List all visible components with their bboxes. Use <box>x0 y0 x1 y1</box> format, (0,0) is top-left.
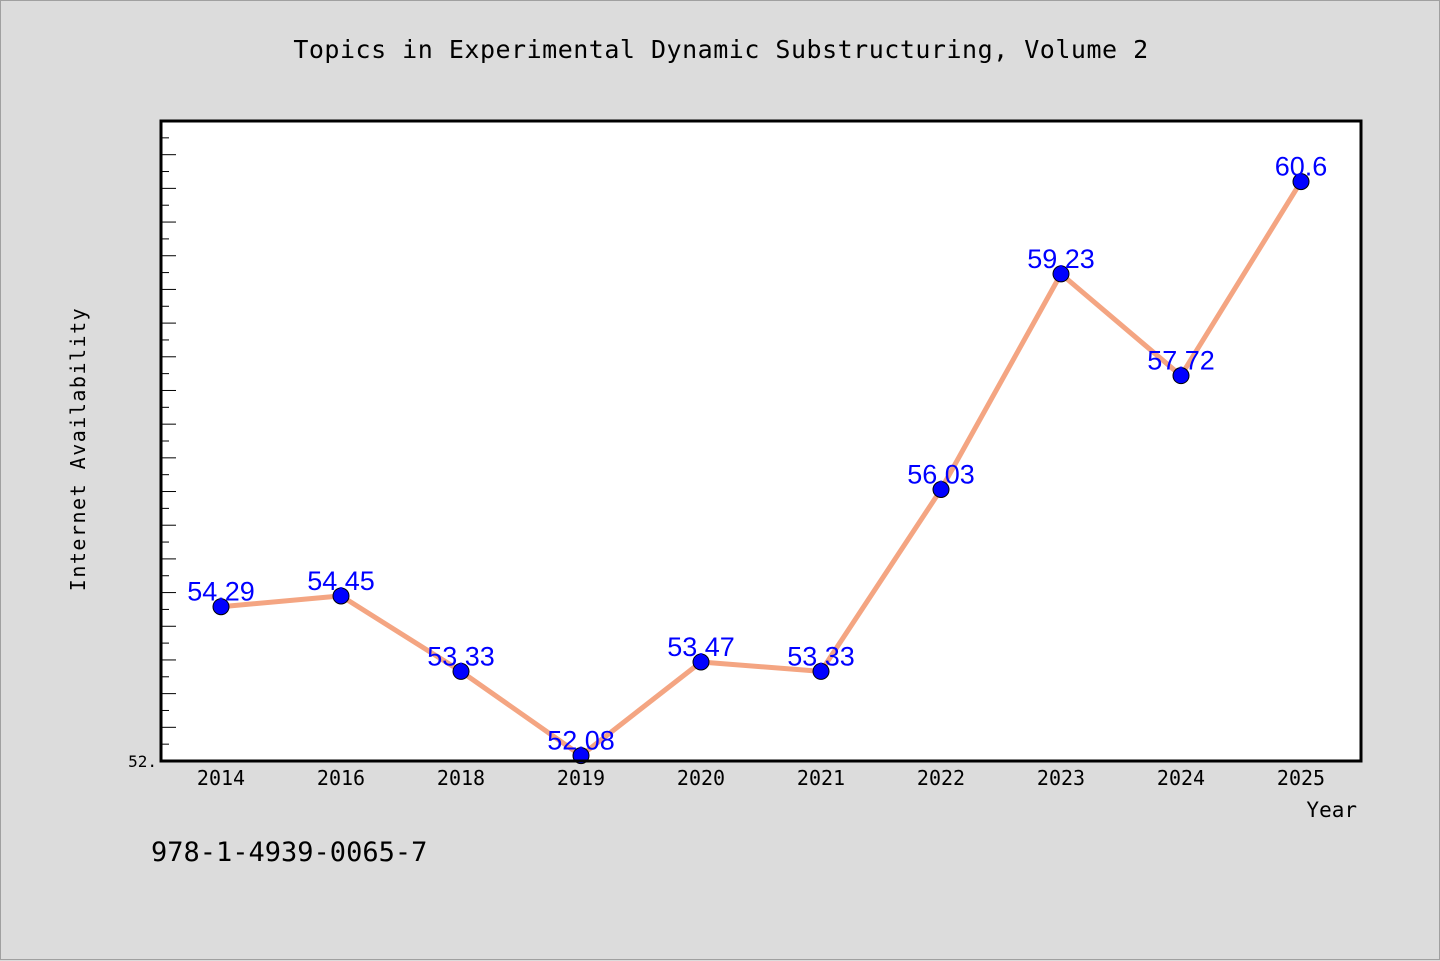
x-tick-label: 2022 <box>917 766 965 790</box>
x-tick-label: 2021 <box>797 766 845 790</box>
data-point <box>1052 265 1070 283</box>
data-label: 52.08 <box>547 726 615 756</box>
data-label: 54.45 <box>307 566 375 596</box>
series-line <box>218 179 1304 759</box>
data-point <box>1292 173 1310 191</box>
x-tick-label: 2023 <box>1037 766 1085 790</box>
data-label: 54.29 <box>187 577 255 607</box>
x-axis-tick-labels: 2014 2016 2018 2019 2020 2021 2022 2023 2024 2025 <box>197 766 1325 790</box>
x-tick-label: 2020 <box>677 766 725 790</box>
data-labels: 54.29 54.45 53.33 52.08 53.47 53.33 56.03 59.23… <box>187 152 1327 756</box>
x-tick-label: 2018 <box>437 766 485 790</box>
data-label: 56.03 <box>907 460 975 490</box>
x-tick-label: 2019 <box>557 766 605 790</box>
y-tick-label: 52. <box>128 752 157 771</box>
x-tick-label: 2016 <box>317 766 365 790</box>
data-point <box>932 481 950 499</box>
isbn-text: 978-1-4939-0065-7 <box>151 837 428 868</box>
plot-area <box>161 121 1361 761</box>
x-tick-label: 2025 <box>1277 766 1325 790</box>
data-point <box>212 598 230 616</box>
data-label: 53.33 <box>427 641 495 671</box>
data-point <box>692 653 710 671</box>
data-label: 60.6 <box>1275 152 1328 182</box>
data-point <box>452 662 470 680</box>
data-label: 59.23 <box>1027 244 1095 274</box>
y-axis-tick-labels: 52. <box>128 752 157 771</box>
chart-title: Topics in Experimental Dynamic Substruct… <box>293 35 1149 64</box>
plot-border <box>159 119 1363 763</box>
x-tick-label: 2024 <box>1157 766 1205 790</box>
data-point <box>1172 367 1190 385</box>
data-label: 53.33 <box>787 641 855 671</box>
data-label: 57.72 <box>1147 346 1215 376</box>
x-tick-label: 2014 <box>197 766 245 790</box>
data-point <box>332 587 350 605</box>
x-axis-label: Year <box>1306 798 1357 822</box>
data-point <box>812 662 830 680</box>
data-label: 53.47 <box>667 632 735 662</box>
series-markers <box>212 173 1310 765</box>
